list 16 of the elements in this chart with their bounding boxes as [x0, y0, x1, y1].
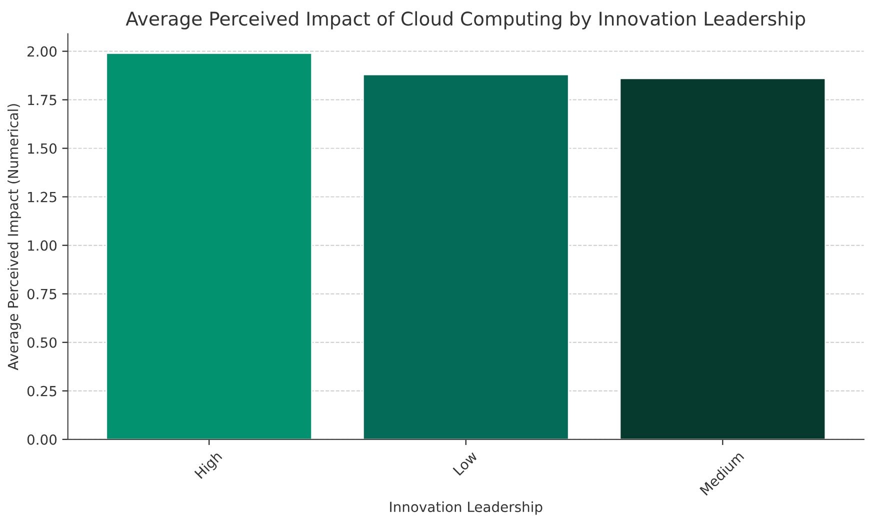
y-tick-label: 1.00 [28, 240, 57, 251]
y-tick-label: 1.50 [28, 143, 57, 154]
y-tick-label: 0.00 [27, 434, 57, 445]
chart-title: Average Perceived Impact of Cloud Computing by Innovation Leadership [126, 11, 806, 30]
y-tick-label: 0.25 [27, 386, 56, 396]
y-tick-label: 0.50 [27, 337, 57, 348]
bar [362, 74, 570, 440]
y-tick-label: 0.75 [27, 288, 56, 300]
bar [106, 52, 313, 440]
bar [619, 78, 826, 440]
x-tick-label: Low [452, 450, 478, 476]
y-tick-label: 2.00 [28, 46, 57, 57]
x-axis-title: Innovation Leadership [390, 501, 542, 515]
y-tick-label: 1.25 [28, 192, 56, 202]
y-tick-label: 1.75 [28, 94, 56, 106]
y-axis-title: Average Perceived Impact (Numerical) [8, 104, 21, 370]
